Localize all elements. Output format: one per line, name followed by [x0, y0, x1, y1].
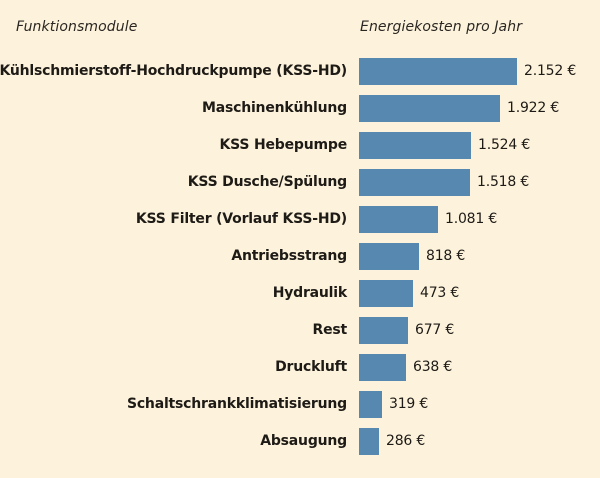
bar-label: KSS Hebepumpe: [219, 137, 348, 153]
bar-value-label: 677 €: [415, 322, 455, 338]
bar: [359, 243, 419, 270]
bar-label: Hydraulik: [272, 285, 347, 301]
bar-label: Kühlschmierstoff-Hochdruckpumpe (KSS-HD): [0, 63, 347, 79]
bar-label: Rest: [312, 322, 347, 338]
bar-label: KSS Filter (Vorlauf KSS-HD): [135, 211, 347, 227]
bar-row: Druckluft 638 €: [0, 354, 600, 381]
bar-label: Antriebsstrang: [231, 248, 347, 264]
bar-value-label: 1.922 €: [507, 100, 560, 116]
bar: [359, 132, 471, 159]
bar-row: KSS Filter (Vorlauf KSS-HD) 1.081 €: [0, 206, 600, 233]
bar-value-label: 638 €: [413, 359, 453, 375]
bar-label: Schaltschrankklimatisierung: [126, 396, 347, 412]
value-axis-title: Energiekosten pro Jahr: [360, 19, 523, 35]
bar-row: Kühlschmierstoff-Hochdruckpumpe (KSS-HD)…: [0, 58, 600, 85]
bar-row: Hydraulik 473 €: [0, 280, 600, 307]
bar-value-label: 1.081 €: [445, 211, 498, 227]
bar-row: Antriebsstrang 818 €: [0, 243, 600, 270]
category-axis-title: Funktionsmodule: [16, 19, 138, 35]
bar-row: KSS Dusche/Spülung 1.518 €: [0, 169, 600, 196]
bar: [359, 354, 406, 381]
bar-row: Maschinenkühlung 1.922 €: [0, 95, 600, 122]
bar-row: Schaltschrankklimatisierung 319 €: [0, 391, 600, 418]
bar-label: Maschinenkühlung: [201, 100, 347, 116]
bar: [359, 391, 382, 418]
bar: [359, 58, 517, 85]
bar-value-label: 319 €: [389, 396, 429, 412]
bar-value-label: 1.524 €: [478, 137, 531, 153]
bar-value-label: 818 €: [426, 248, 466, 264]
bar: [359, 206, 438, 233]
bar: [359, 280, 413, 307]
bar-label: KSS Dusche/Spülung: [187, 174, 347, 190]
bar-value-label: 473 €: [420, 285, 460, 301]
bar-label: Druckluft: [275, 359, 347, 375]
bar: [359, 428, 379, 455]
bar: [359, 169, 470, 196]
bar: [359, 95, 500, 122]
bar-label: Absaugung: [260, 433, 347, 449]
bar-row: Rest 677 €: [0, 317, 600, 344]
bar-row: Absaugung 286 €: [0, 428, 600, 455]
bar-value-label: 286 €: [386, 433, 426, 449]
bar-row: KSS Hebepumpe 1.524 €: [0, 132, 600, 159]
bar-value-label: 1.518 €: [477, 174, 530, 190]
bar: [359, 317, 408, 344]
bar-value-label: 2.152 €: [524, 63, 577, 79]
